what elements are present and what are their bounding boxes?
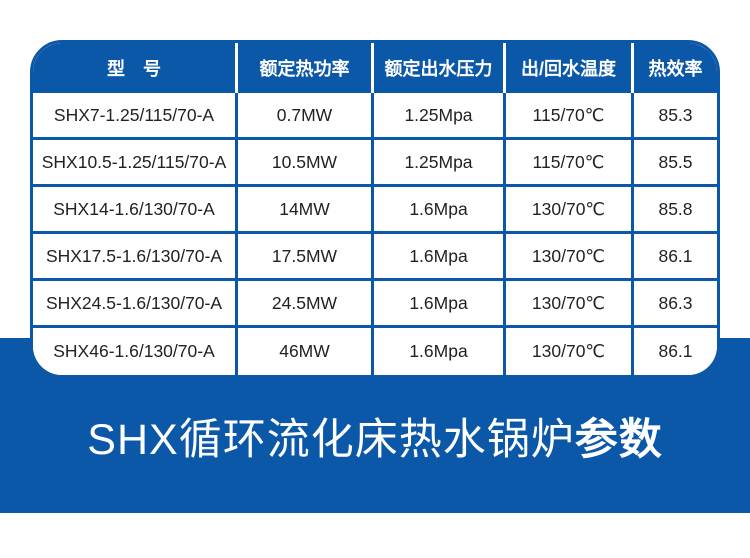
column-header-pressure: 额定出水压力 <box>371 43 503 93</box>
cell-power: 46MW <box>235 328 371 375</box>
cell-efficiency: 86.1 <box>631 234 717 281</box>
cell-model: SHX24.5-1.6/130/70-A <box>33 281 235 328</box>
cell-model: SHX14-1.6/130/70-A <box>33 187 235 234</box>
cell-power: 17.5MW <box>235 234 371 281</box>
cell-model: SHX46-1.6/130/70-A <box>53 341 215 361</box>
cell-efficiency: 85.3 <box>631 93 717 140</box>
cell-temperature: 115/70℃ <box>503 140 631 187</box>
cell-model: SHX10.5-1.25/115/70-A <box>33 140 235 187</box>
cell-temperature: 130/70℃ <box>503 234 631 281</box>
table-row: SHX10.5-1.25/115/70-A 10.5MW 1.25Mpa 115… <box>33 140 717 187</box>
table-row: SHX17.5-1.6/130/70-A 17.5MW 1.6Mpa 130/7… <box>33 234 717 281</box>
cell-temperature: 115/70℃ <box>503 93 631 140</box>
cell-temperature: 130/70℃ <box>503 187 631 234</box>
cell-temperature: 130/70℃ <box>503 281 631 328</box>
cell-pressure: 1.6Mpa <box>371 187 503 234</box>
caption-title: SHX循环流化床热水锅炉参数 <box>0 412 750 468</box>
boiler-spec-table: 型 号 额定热功率 额定出水压力 出/回水温度 热效率 SHX7-1.25/11… <box>30 40 720 378</box>
cell-efficiency: 85.8 <box>631 187 717 234</box>
cell-model: SHX7-1.25/115/70-A <box>33 93 235 140</box>
caption-title-bold: 参数 <box>574 416 663 464</box>
column-header-model: 型 号 <box>107 59 161 79</box>
table-row: SHX46-1.6/130/70-A 46MW 1.6Mpa 130/70℃ 8… <box>33 328 717 375</box>
cell-power: 10.5MW <box>235 140 371 187</box>
cell-power: 0.7MW <box>235 93 371 140</box>
column-header-efficiency: 热效率 <box>631 43 717 93</box>
table-header-row: 型 号 额定热功率 额定出水压力 出/回水温度 热效率 <box>33 43 717 93</box>
column-header-rated-power: 额定热功率 <box>235 43 371 93</box>
cell-pressure: 1.6Mpa <box>371 328 503 375</box>
cell-pressure: 1.25Mpa <box>371 140 503 187</box>
cell-model: SHX17.5-1.6/130/70-A <box>33 234 235 281</box>
column-header-temperature: 出/回水温度 <box>503 43 631 93</box>
cell-efficiency: 86.3 <box>631 281 717 328</box>
cell-efficiency: 86.1 <box>631 328 717 375</box>
cell-power: 24.5MW <box>235 281 371 328</box>
cell-temperature: 130/70℃ <box>503 328 631 375</box>
cell-pressure: 1.25Mpa <box>371 93 503 140</box>
table-row: SHX7-1.25/115/70-A 0.7MW 1.25Mpa 115/70℃… <box>33 93 717 140</box>
cell-efficiency: 85.5 <box>631 140 717 187</box>
cell-pressure: 1.6Mpa <box>371 281 503 328</box>
cell-power: 14MW <box>235 187 371 234</box>
caption-title-regular: SHX循环流化床热水锅炉 <box>87 416 575 464</box>
table-row: SHX14-1.6/130/70-A 14MW 1.6Mpa 130/70℃ 8… <box>33 187 717 234</box>
table-row: SHX24.5-1.6/130/70-A 24.5MW 1.6Mpa 130/7… <box>33 281 717 328</box>
cell-pressure: 1.6Mpa <box>371 234 503 281</box>
